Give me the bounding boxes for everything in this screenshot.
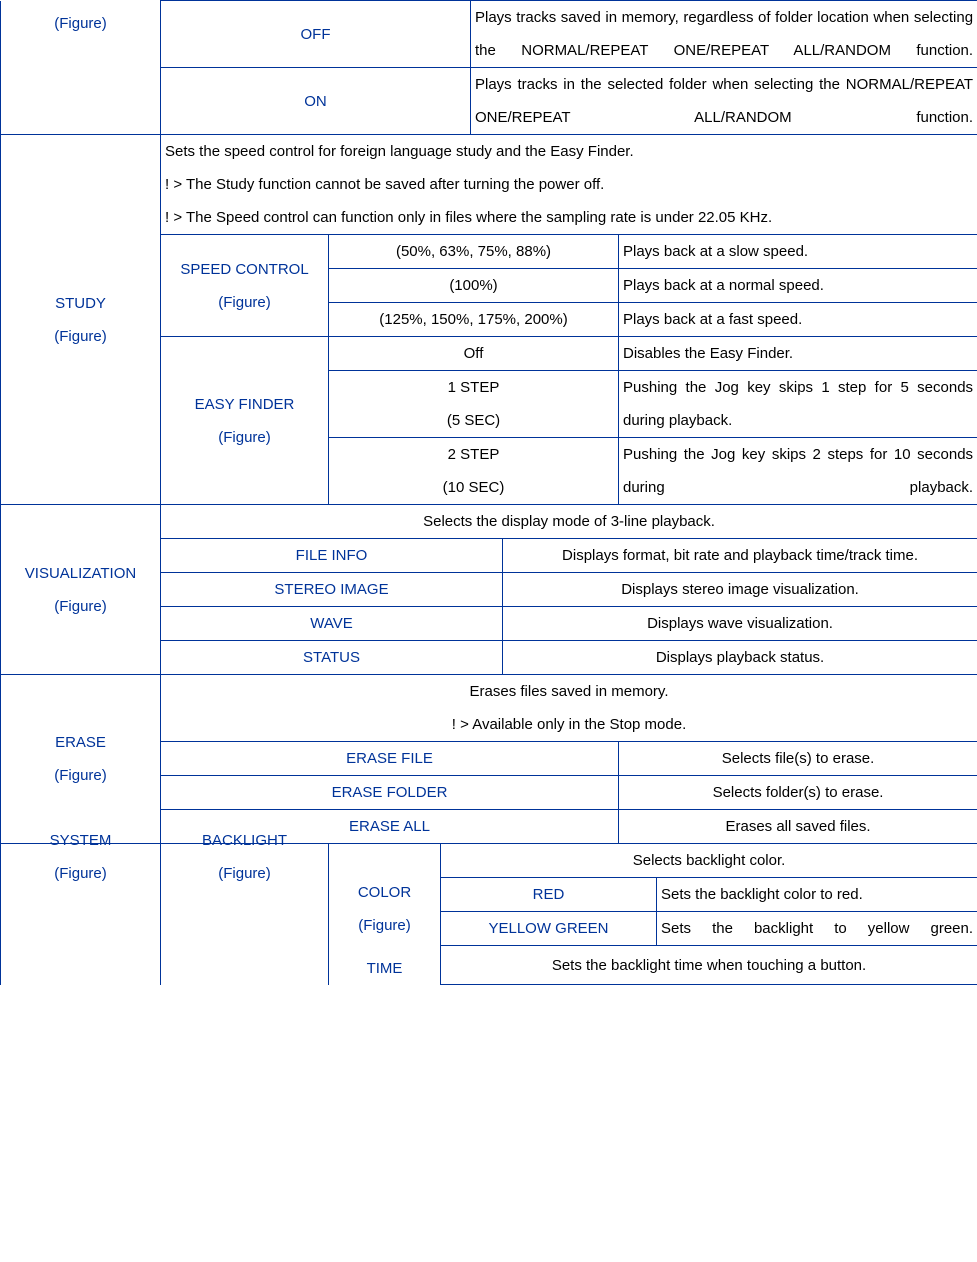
option-label: STEREO IMAGE bbox=[161, 573, 503, 607]
subsection-label: EASY FINDER (Figure) bbox=[161, 337, 329, 505]
option-desc: Displays format, bit rate and playback t… bbox=[503, 539, 977, 573]
option-desc: Pushing the Jog key skips 2 steps for 10… bbox=[619, 438, 977, 505]
option-desc: Sets the backlight to yellow green. bbox=[657, 912, 977, 946]
manual-table-page: (Figure) OFF Plays tracks saved in memor… bbox=[0, 0, 977, 985]
option-label: ON bbox=[161, 68, 471, 135]
option-desc: Displays wave visualization. bbox=[503, 607, 977, 641]
option-desc: Pushing the Jog key skips 1 step for 5 s… bbox=[619, 371, 977, 438]
option-desc: Selects file(s) to erase. bbox=[619, 742, 977, 776]
option-desc: Displays stereo image visualization. bbox=[503, 573, 977, 607]
section-label: STUDY (Figure) bbox=[1, 135, 161, 505]
option-label: RED bbox=[441, 878, 657, 912]
settings-table: (Figure) OFF Plays tracks saved in memor… bbox=[0, 0, 977, 985]
section-intro: Sets the backlight time when touching a … bbox=[441, 946, 977, 985]
option-label: YELLOW GREEN bbox=[441, 912, 657, 946]
option-desc: Sets the backlight color to red. bbox=[657, 878, 977, 912]
section-intro: Sets the speed control for foreign langu… bbox=[161, 135, 977, 235]
table-row: (Figure) OFF Plays tracks saved in memor… bbox=[1, 1, 977, 68]
section-label: ERASE (Figure) bbox=[1, 675, 161, 844]
option-value: Off bbox=[329, 337, 619, 371]
option-desc: Selects folder(s) to erase. bbox=[619, 776, 977, 810]
option-value: (125%, 150%, 175%, 200%) bbox=[329, 303, 619, 337]
option-label: STATUS bbox=[161, 641, 503, 675]
option-label: OFF bbox=[161, 1, 471, 68]
option-desc: Plays tracks saved in memory, regardless… bbox=[471, 1, 977, 68]
option-desc: Plays back at a slow speed. bbox=[619, 235, 977, 269]
section-intro: Selects the display mode of 3-line playb… bbox=[161, 505, 977, 539]
subsubsection-label: COLOR (Figure) bbox=[329, 844, 441, 946]
subsection-label: SPEED CONTROL (Figure) bbox=[161, 235, 329, 337]
subsection-label: BACKLIGHT (Figure) bbox=[161, 844, 329, 985]
option-label: WAVE bbox=[161, 607, 503, 641]
option-desc: Displays playback status. bbox=[503, 641, 977, 675]
section-intro: Selects backlight color. bbox=[441, 844, 977, 878]
table-row: VISUALIZATION (Figure) Selects the displ… bbox=[1, 505, 977, 539]
option-desc: Plays back at a fast speed. bbox=[619, 303, 977, 337]
section-label: VISUALIZATION (Figure) bbox=[1, 505, 161, 675]
subsubsection-label: TIME bbox=[329, 946, 441, 985]
option-value: (50%, 63%, 75%, 88%) bbox=[329, 235, 619, 269]
section-intro: Erases files saved in memory. ! > Availa… bbox=[161, 675, 977, 742]
option-desc: Disables the Easy Finder. bbox=[619, 337, 977, 371]
section-label: SYSTEM (Figure) bbox=[1, 844, 161, 985]
option-value: 2 STEP (10 SEC) bbox=[329, 438, 619, 505]
option-label: ERASE FOLDER bbox=[161, 776, 619, 810]
table-row: SYSTEM (Figure) BACKLIGHT (Figure) COLOR… bbox=[1, 844, 977, 878]
option-desc: Plays back at a normal speed. bbox=[619, 269, 977, 303]
option-desc: Plays tracks in the selected folder when… bbox=[471, 68, 977, 135]
option-value: (100%) bbox=[329, 269, 619, 303]
option-label: ERASE FILE bbox=[161, 742, 619, 776]
table-row: ERASE (Figure) Erases files saved in mem… bbox=[1, 675, 977, 742]
section-label: (Figure) bbox=[1, 1, 161, 135]
table-row: STUDY (Figure) Sets the speed control fo… bbox=[1, 135, 977, 235]
option-label: FILE INFO bbox=[161, 539, 503, 573]
option-value: 1 STEP (5 SEC) bbox=[329, 371, 619, 438]
option-desc: Erases all saved files. bbox=[619, 810, 977, 844]
